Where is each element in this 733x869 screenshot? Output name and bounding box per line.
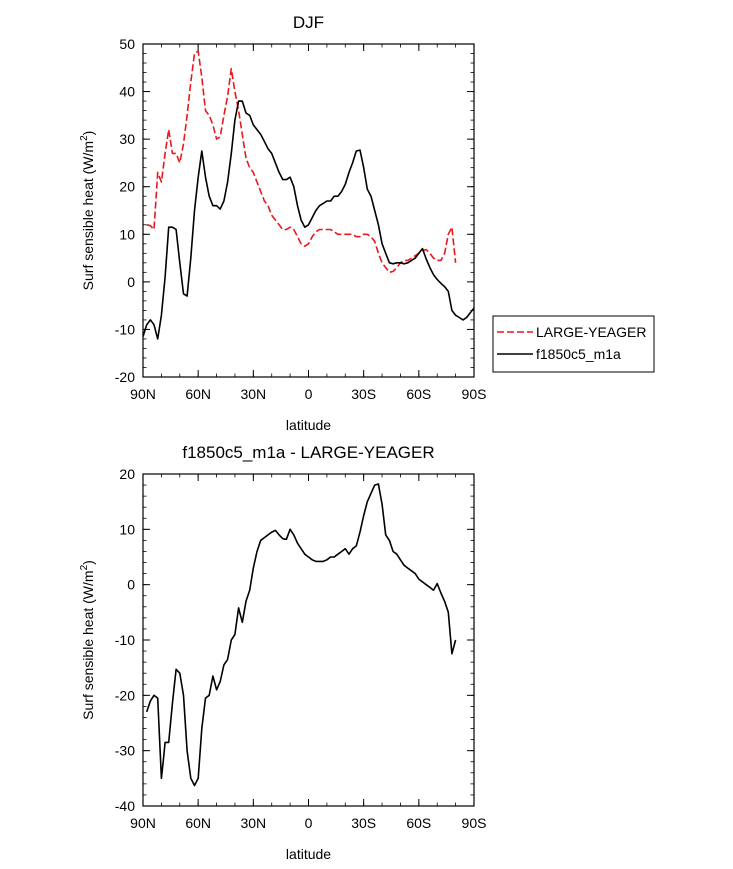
chart-panel-1: DJF 90N 60N 30N 0 30S 60S 90S -20 -10 0 10 20 30 40 50 l… (79, 13, 486, 433)
legend: LARGE-YEAGER f1850c5_m1a (492, 315, 655, 373)
x-tick-label: 60N (185, 386, 211, 402)
y-tick-label: -20 (115, 369, 135, 385)
x-tick-label: 90S (462, 815, 487, 831)
y-tick-label: -20 (115, 687, 135, 703)
series-line-1 (146, 50, 457, 274)
x-tick-label: 30S (351, 815, 376, 831)
y-axis-label: Surf sensible heat (W/m2) (79, 560, 96, 720)
y-tick-label: 0 (127, 274, 135, 290)
series-line-1 (145, 483, 457, 787)
x-tick-label: 30S (351, 386, 376, 402)
y-tick-label: -10 (115, 321, 135, 337)
x-tick-label: 30N (240, 386, 266, 402)
x-tick-label: 30N (240, 815, 266, 831)
x-tick-label: 60N (185, 815, 211, 831)
x-tick-label: 60S (406, 815, 431, 831)
y-tick-label: 50 (119, 36, 135, 52)
plot-frame (142, 473, 475, 807)
x-axis-label: latitude (286, 417, 331, 433)
x-tick-label: 90N (130, 815, 156, 831)
y-tick-label: 30 (119, 131, 135, 147)
legend-label: LARGE-YEAGER (536, 324, 646, 340)
chart-panel-2: f1850c5_m1a - LARGE-YEAGER 90N 60N 30N 0 30S 6… (79, 443, 486, 862)
y-tick-label: -40 (115, 798, 135, 814)
x-tick-label: 90S (462, 386, 487, 402)
chart-title: DJF (293, 13, 324, 32)
y-tick-label: -10 (115, 632, 135, 648)
x-axis-label: latitude (286, 846, 331, 862)
x-tick-label: 0 (305, 815, 313, 831)
x-tick-label: 0 (305, 386, 313, 402)
series-line-2 (143, 100, 474, 340)
y-tick-label: 20 (119, 179, 135, 195)
y-tick-label: 20 (119, 466, 135, 482)
legend-box (492, 315, 655, 373)
y-tick-label: 0 (127, 577, 135, 593)
x-tick-label: 60S (406, 386, 431, 402)
y-tick-label: 10 (119, 521, 135, 537)
y-tick-label: 10 (119, 226, 135, 242)
legend-label: f1850c5_m1a (536, 346, 621, 362)
chart-title: f1850c5_m1a - LARGE-YEAGER (182, 443, 434, 462)
x-tick-label: 90N (130, 386, 156, 402)
y-tick-label: -30 (115, 743, 135, 759)
y-axis-label: Surf sensible heat (W/m2) (79, 131, 96, 291)
plot-frame (142, 43, 475, 378)
y-tick-label: 40 (119, 84, 135, 100)
